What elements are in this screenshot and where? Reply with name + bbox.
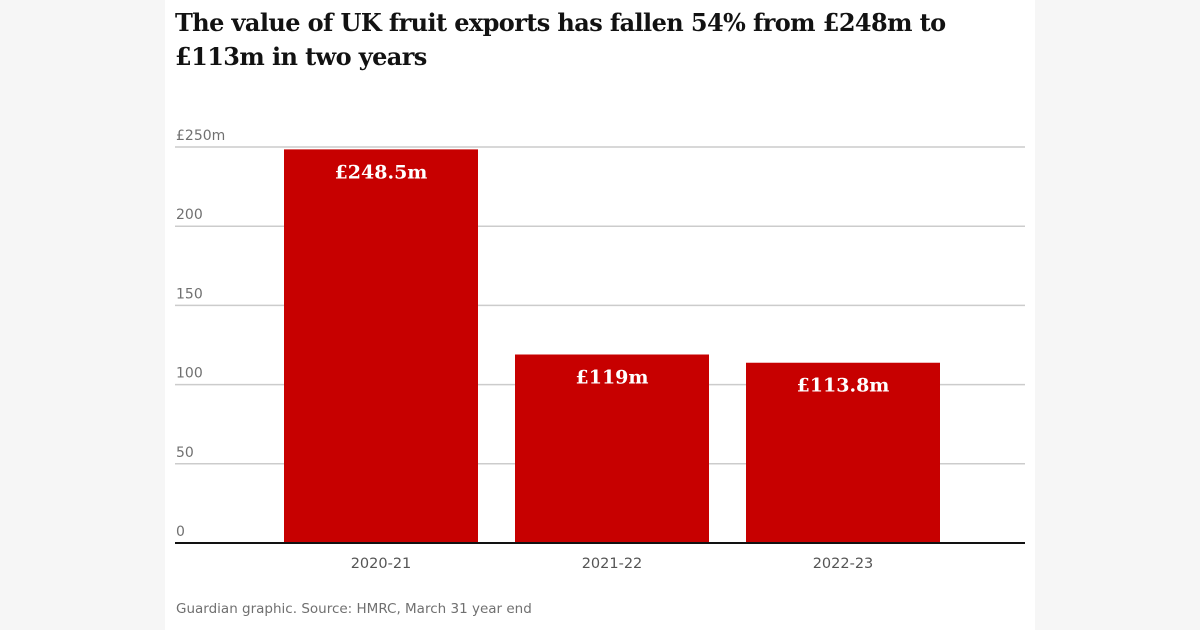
chart-title: The value of UK fruit exports has fallen… xyxy=(175,8,946,71)
y-tick-label: 150 xyxy=(176,286,203,302)
y-tick-label: 100 xyxy=(176,366,203,382)
bar-value-label: £248.5m xyxy=(335,161,428,183)
bar xyxy=(746,362,940,543)
x-tick-label: 2021-22 xyxy=(582,556,643,572)
bar xyxy=(284,149,478,543)
bar-value-label: £113.8m xyxy=(797,375,890,397)
y-tick-label: 200 xyxy=(176,207,203,223)
source-note: Guardian graphic. Source: HMRC, March 31… xyxy=(176,601,532,617)
x-tick-label: 2020-21 xyxy=(351,556,412,572)
y-tick-label: 0 xyxy=(176,524,185,540)
bar-value-label: £119m xyxy=(576,367,649,389)
y-tick-label: £250m xyxy=(176,128,225,144)
bar xyxy=(515,354,709,543)
y-tick-label: 50 xyxy=(176,445,194,461)
x-tick-label: 2022-23 xyxy=(813,556,874,572)
